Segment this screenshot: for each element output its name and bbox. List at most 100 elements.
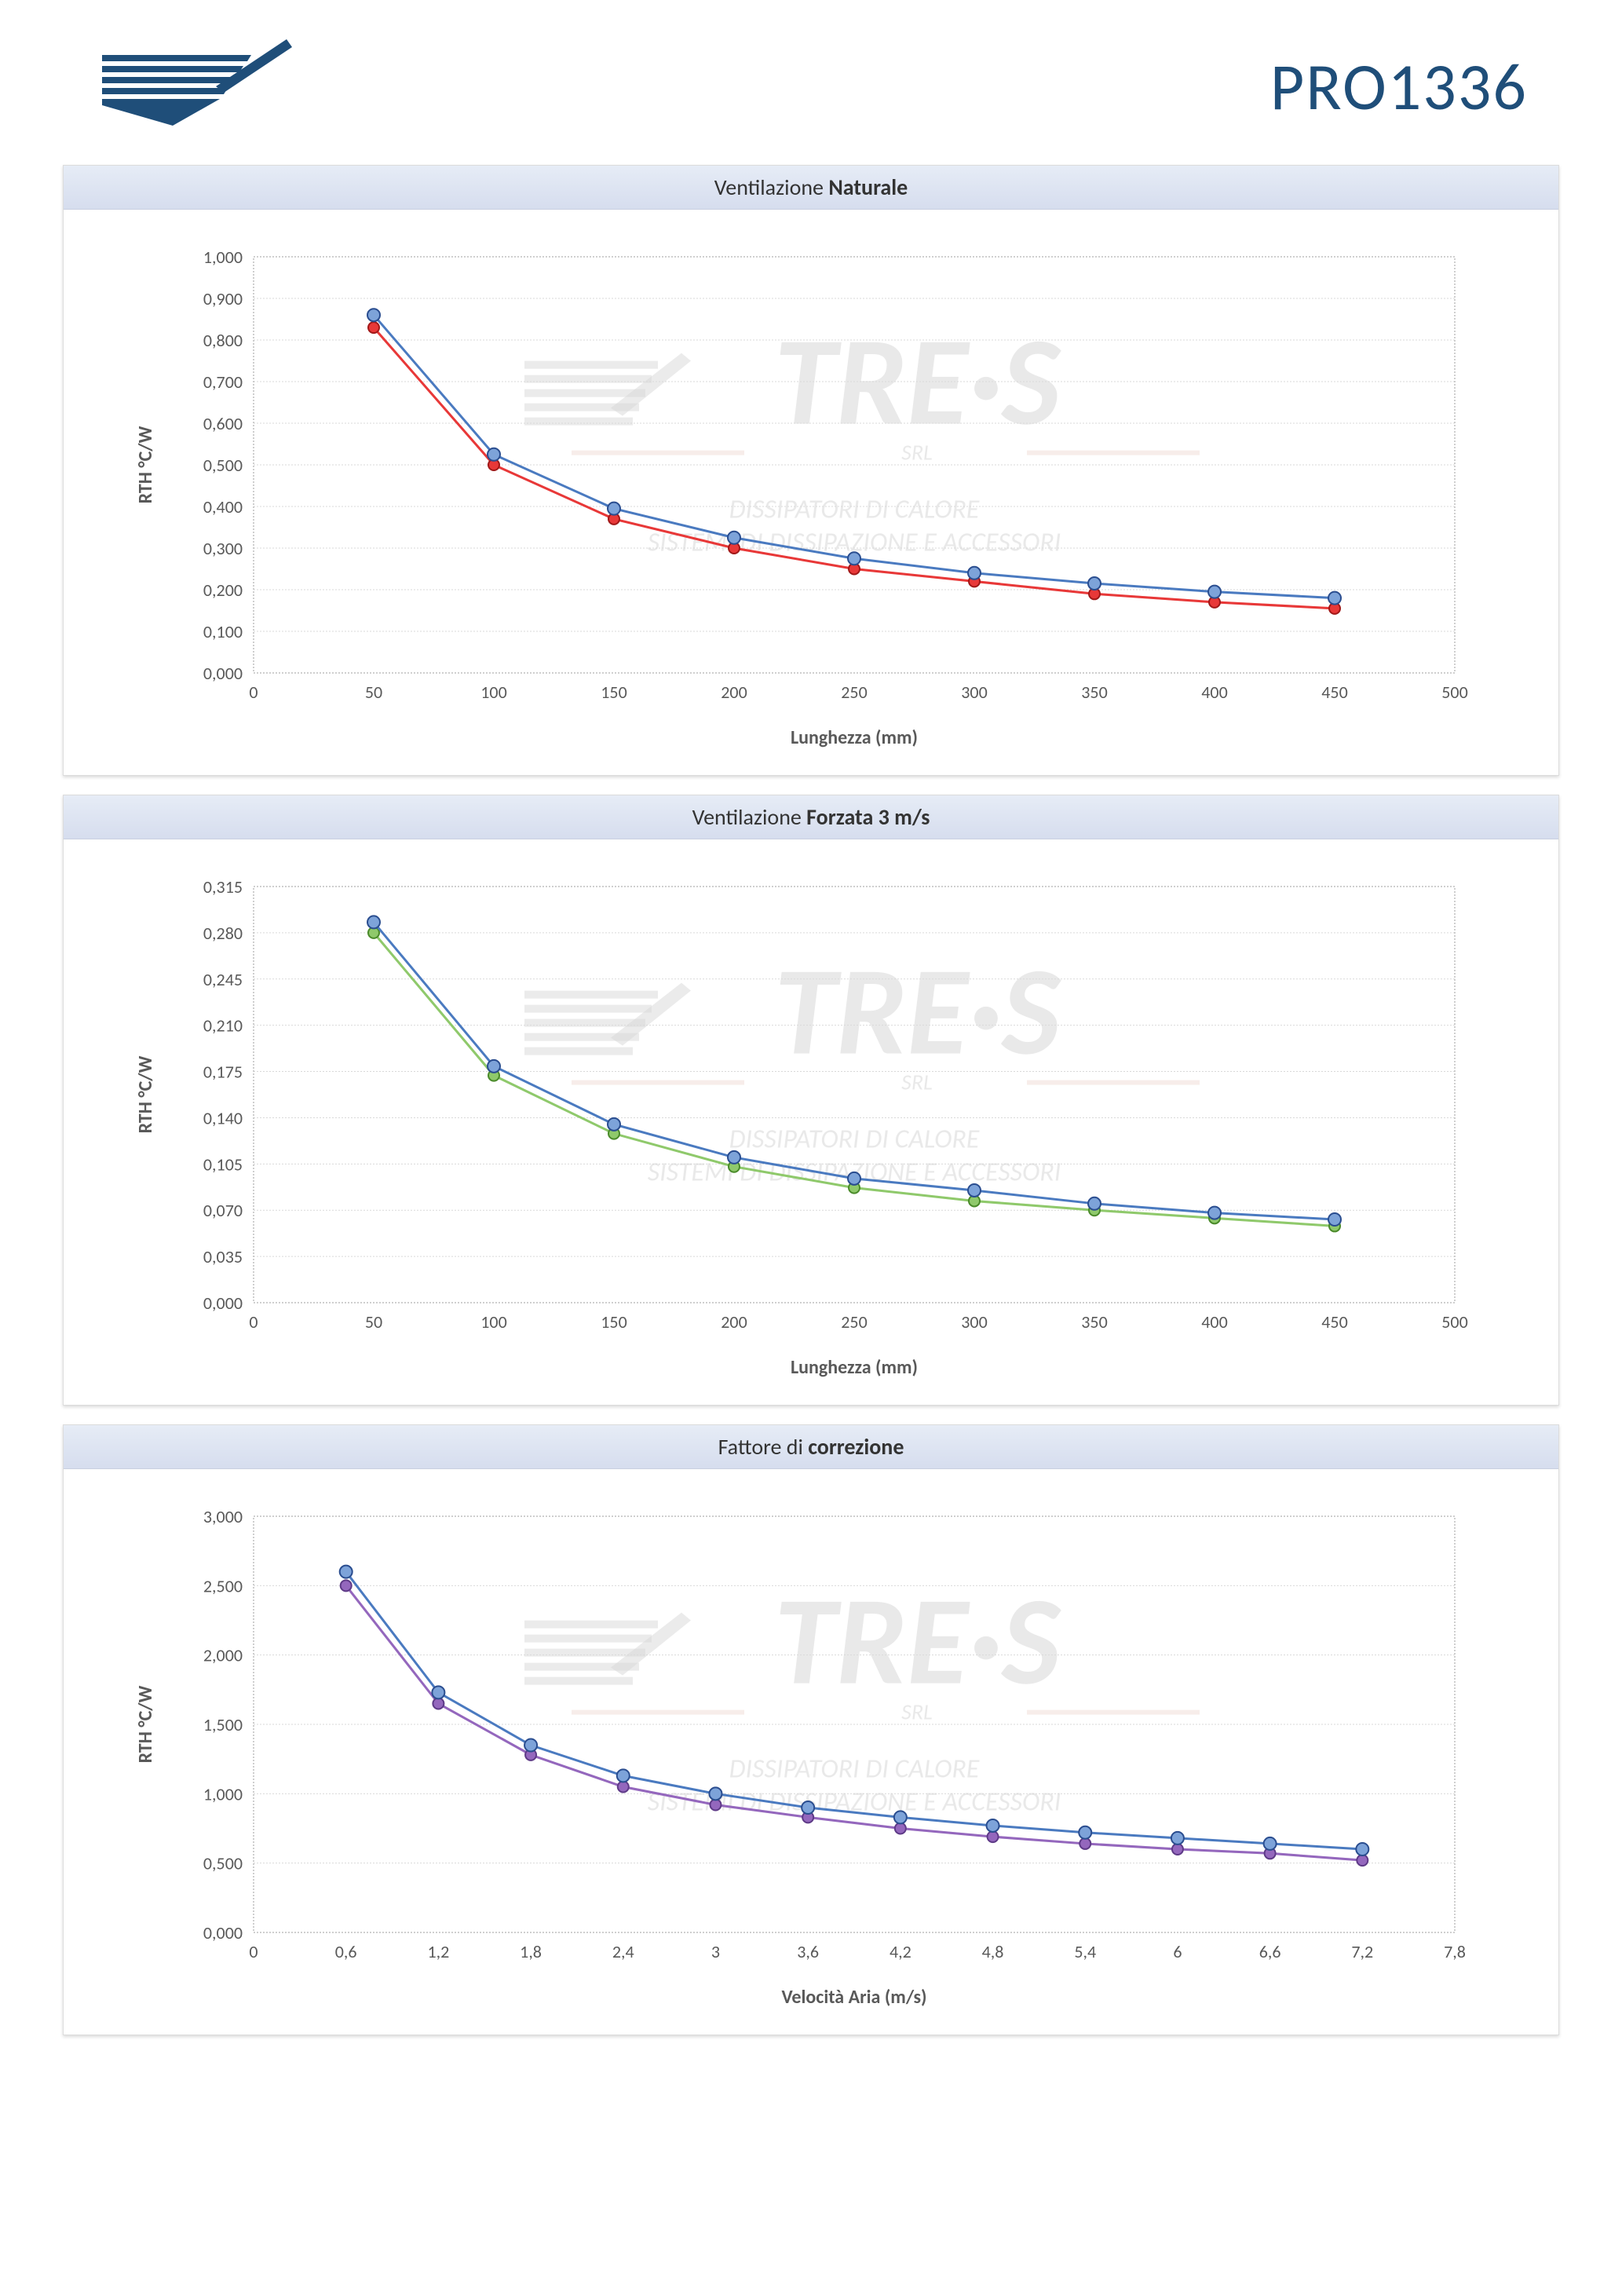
- y-tick-label: 0,200: [203, 579, 243, 601]
- series-upper-blue-marker: [488, 448, 500, 461]
- y-tick-label: 0,600: [203, 413, 243, 434]
- chart-title: Ventilazione Forzata 3 m/s: [64, 795, 1558, 839]
- x-tick-label: 250: [841, 1311, 867, 1333]
- series-upper-blue-marker: [1328, 1213, 1341, 1226]
- y-tick-label: 0,105: [203, 1153, 243, 1175]
- x-tick-label: 400: [1201, 682, 1227, 703]
- x-tick-label: 0: [249, 682, 258, 703]
- x-tick-label: 5,4: [1074, 1941, 1096, 1962]
- x-tick-label: 1,8: [520, 1941, 542, 1962]
- series-upper-blue-marker: [367, 309, 380, 321]
- y-tick-label: 2,500: [203, 1575, 243, 1596]
- series-upper-blue-marker: [848, 1172, 860, 1185]
- svg-text:DISSIPATORI DI CALORE: DISSIPATORI DI CALORE: [729, 1753, 980, 1786]
- x-axis-title: Velocità Aria (m/s): [781, 1986, 926, 2009]
- series-upper-blue-marker: [608, 1118, 620, 1131]
- y-tick-label: 0,100: [203, 621, 243, 642]
- y-tick-label: 0,280: [203, 923, 243, 944]
- svg-text:SRL: SRL: [901, 1698, 933, 1726]
- series-lower-purple-marker: [618, 1782, 629, 1793]
- x-tick-label: 100: [480, 1311, 506, 1333]
- series-upper-blue-marker: [968, 567, 981, 579]
- x-tick-label: 4,2: [890, 1941, 911, 1962]
- series-lower-purple-marker: [1172, 1844, 1183, 1855]
- series-upper-blue-marker: [367, 916, 380, 928]
- x-tick-label: 0,6: [335, 1941, 357, 1962]
- x-tick-label: 7,8: [1444, 1941, 1466, 1962]
- x-tick-label: 200: [721, 1311, 747, 1333]
- series-upper-blue-marker: [728, 532, 740, 544]
- chart-body: TRE·SSRLDISSIPATORI DI CALORESISTEMI DI …: [64, 1469, 1558, 2035]
- series-upper-blue-marker: [987, 1819, 999, 1832]
- x-tick-label: 400: [1201, 1311, 1227, 1333]
- svg-text:SRL: SRL: [901, 1069, 933, 1096]
- x-tick-label: 350: [1081, 1311, 1107, 1333]
- y-tick-label: 1,000: [203, 1783, 243, 1804]
- series-upper-blue-marker: [1079, 1826, 1091, 1839]
- y-tick-label: 1,500: [203, 1714, 243, 1735]
- y-tick-label: 1,000: [203, 247, 243, 268]
- series-upper-blue-marker: [709, 1787, 721, 1800]
- y-tick-label: 0,300: [203, 538, 243, 559]
- svg-text:DISSIPATORI DI CALORE: DISSIPATORI DI CALORE: [729, 1124, 980, 1156]
- x-tick-label: 150: [601, 1311, 627, 1333]
- y-axis-title: RTH °C/W: [134, 1055, 157, 1133]
- svg-text:TRE·S: TRE·S: [774, 305, 1061, 458]
- y-tick-label: 0,900: [203, 288, 243, 309]
- series-upper-blue-marker: [848, 552, 860, 565]
- y-axis-title: RTH °C/W: [134, 1685, 157, 1763]
- series-upper-blue-marker: [1088, 577, 1101, 590]
- series-upper-blue-marker: [802, 1801, 814, 1814]
- chart-title-prefix: Ventilazione: [692, 803, 807, 831]
- y-tick-label: 0,500: [203, 1853, 243, 1874]
- y-tick-label: 0,035: [203, 1246, 243, 1267]
- product-code: PRO1336: [1270, 46, 1528, 127]
- series-upper-blue-marker: [1208, 1207, 1221, 1219]
- series-upper-blue-marker: [617, 1769, 630, 1782]
- x-tick-label: 450: [1321, 1311, 1347, 1333]
- series-upper-blue-marker: [524, 1739, 537, 1752]
- y-tick-label: 0,700: [203, 371, 243, 393]
- y-tick-label: 0,000: [203, 1292, 243, 1314]
- x-tick-label: 250: [841, 682, 867, 703]
- y-tick-label: 0,070: [203, 1200, 243, 1221]
- svg-text:TRE·S: TRE·S: [774, 1564, 1061, 1717]
- chart-body: TRE·SSRLDISSIPATORI DI CALORESISTEMI DI …: [64, 210, 1558, 775]
- series-upper-blue-marker: [1328, 592, 1341, 605]
- y-tick-label: 0,000: [203, 1922, 243, 1943]
- series-lower-purple-marker: [988, 1831, 999, 1842]
- y-tick-label: 0,800: [203, 330, 243, 351]
- chart-natural: TRE·SSRLDISSIPATORI DI CALORESISTEMI DI …: [120, 233, 1502, 767]
- chart-body: TRE·SSRLDISSIPATORI DI CALORESISTEMI DI …: [64, 839, 1558, 1405]
- chart-block-correction: Fattore di correzione TRE·SSRLDISSIPATOR…: [63, 1424, 1559, 2035]
- chart-title-prefix: Ventilazione: [714, 174, 829, 201]
- x-tick-label: 2,4: [612, 1941, 634, 1962]
- series-lower-purple-marker: [710, 1799, 721, 1810]
- x-tick-label: 3: [711, 1941, 720, 1962]
- series-upper-blue-marker: [1171, 1832, 1184, 1844]
- y-tick-label: 0,500: [203, 455, 243, 476]
- brand-logo: [94, 31, 298, 141]
- x-tick-label: 500: [1441, 1311, 1467, 1333]
- series-lower-purple-marker: [341, 1580, 352, 1591]
- series-lower-purple-marker: [433, 1698, 444, 1709]
- series-upper-blue-marker: [608, 503, 620, 515]
- x-tick-label: 100: [480, 682, 506, 703]
- series-upper-blue-marker: [894, 1811, 907, 1823]
- y-axis-title: RTH °C/W: [134, 426, 157, 503]
- series-upper-blue-marker: [340, 1566, 353, 1578]
- x-tick-label: 1,2: [427, 1941, 449, 1962]
- x-tick-label: 6: [1173, 1941, 1182, 1962]
- x-tick-label: 4,8: [982, 1941, 1004, 1962]
- y-tick-label: 0,175: [203, 1062, 243, 1083]
- chart-block-natural: Ventilazione Naturale TRE·SSRLDISSIPATOR…: [63, 165, 1559, 776]
- y-tick-label: 0,000: [203, 663, 243, 684]
- series-lower-purple-marker: [895, 1823, 906, 1834]
- y-tick-label: 0,140: [203, 1107, 243, 1128]
- x-tick-label: 0: [249, 1311, 258, 1333]
- series-upper-blue-marker: [1264, 1837, 1277, 1850]
- x-axis-title: Lunghezza (mm): [791, 726, 918, 749]
- chart-block-forced: Ventilazione Forzata 3 m/s TRE·SSRLDISSI…: [63, 795, 1559, 1406]
- series-upper-blue-marker: [968, 1184, 981, 1197]
- x-tick-label: 300: [961, 1311, 987, 1333]
